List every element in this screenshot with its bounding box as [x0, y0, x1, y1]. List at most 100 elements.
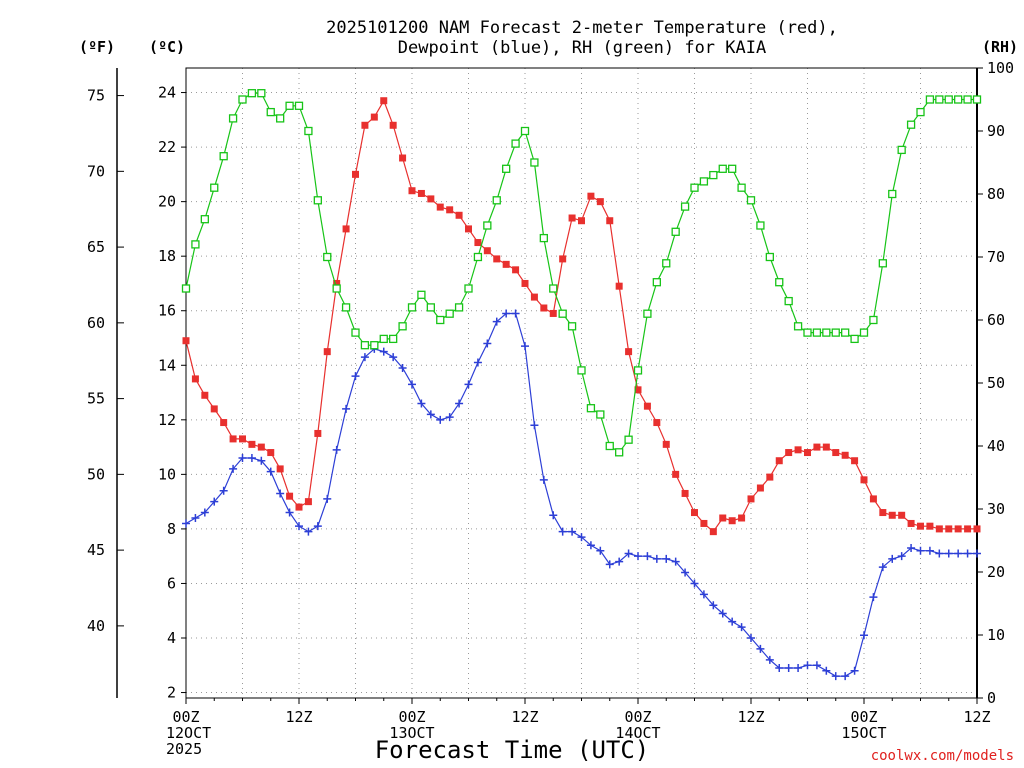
dewpoint-point: [426, 410, 435, 419]
rh-point: [972, 95, 982, 104]
rh-tick-label: 80: [987, 185, 1005, 203]
rh-point: [831, 328, 840, 337]
dewpoint-point: [455, 399, 464, 408]
2-meter-temperature-point: [681, 489, 689, 497]
rh-tick-label: 90: [987, 122, 1005, 140]
dewpoint-point: [247, 454, 256, 462]
dewpoint-point: [775, 664, 784, 672]
2-meter-temperature-point: [869, 495, 877, 503]
rh-point: [228, 114, 238, 123]
dewpoint-point: [577, 533, 586, 542]
dewpoint-point: [935, 549, 944, 558]
dewpoint-point: [596, 546, 605, 555]
dewpoint-point: [323, 494, 332, 503]
rh-point: [285, 101, 294, 110]
rh-point: [793, 322, 803, 331]
rh-point: [954, 95, 963, 104]
dewpoint-point: [681, 568, 690, 577]
x-tick-label: 12OCT: [166, 724, 211, 742]
rh-point: [775, 278, 784, 287]
rh-point: [699, 177, 709, 186]
dewpoint-point: [954, 549, 963, 558]
2-meter-temperature-line: [185, 99, 977, 533]
x-tick-label: 00Z: [172, 708, 199, 726]
dewpoint-point: [944, 549, 953, 558]
dewpoint-point: [436, 415, 445, 424]
2-meter-temperature-point: [625, 348, 633, 356]
2-meter-temperature-point: [408, 187, 416, 195]
rh-point: [878, 259, 887, 268]
dewpoint-point: [963, 549, 972, 558]
dewpoint-point: [313, 522, 322, 531]
2-meter-temperature-point: [935, 525, 943, 533]
dewpoint-point: [219, 486, 228, 495]
2-meter-temperature-point: [295, 503, 303, 511]
dewpoint-point: [473, 358, 482, 367]
dewpoint-point: [295, 522, 303, 531]
rh-point: [709, 170, 718, 180]
rh-point: [502, 164, 511, 173]
2-meter-temperature-point: [201, 391, 209, 399]
2-meter-temperature-point: [248, 440, 256, 448]
rh-point: [436, 315, 445, 325]
rh-tick-label: 60: [987, 311, 1005, 329]
rh-point: [473, 252, 483, 262]
rh-point: [916, 107, 925, 117]
2-meter-temperature-point: [615, 282, 623, 290]
rh-point: [313, 196, 322, 205]
rh-point: [671, 227, 680, 236]
rh-point: [680, 202, 690, 211]
celsius-tick-label: 22: [158, 138, 176, 156]
2-meter-temperature-point: [182, 337, 190, 345]
dewpoint-point: [925, 546, 934, 555]
celsius-tick-label: 20: [158, 193, 176, 211]
dewpoint-point: [841, 672, 850, 681]
2-meter-temperature-point: [813, 443, 821, 451]
rh-point: [238, 95, 247, 104]
2-meter-temperature-point: [549, 309, 557, 317]
2-meter-temperature-series: [182, 97, 981, 536]
dewpoint-point: [342, 404, 351, 413]
2-meter-temperature-point: [493, 255, 501, 263]
2-meter-temperature-point: [662, 440, 670, 448]
2-meter-temperature-point: [643, 402, 651, 410]
dewpoint-point: [878, 563, 887, 572]
rh-point: [746, 196, 756, 205]
rh-point: [888, 189, 897, 199]
rh-tick-label: 70: [987, 248, 1005, 266]
rh-tick-label: 40: [987, 437, 1005, 455]
x-tick-label: 15OCT: [841, 724, 886, 742]
dewpoint-point: [492, 317, 501, 326]
fahrenheit-unit-label: (ºF): [79, 38, 115, 56]
dewpoint-point: [389, 353, 398, 362]
dewpoint-point: [690, 579, 699, 588]
2-meter-temperature-point: [568, 214, 576, 222]
2-meter-temperature-point: [954, 525, 962, 533]
rh-point: [633, 366, 643, 375]
2-meter-temperature-point: [606, 217, 614, 225]
rh-point: [539, 233, 548, 243]
rh-tick-label: 50: [987, 374, 1005, 392]
2-meter-temperature-point: [427, 195, 435, 203]
celsius-tick-label: 24: [158, 84, 176, 102]
rh-point: [558, 309, 567, 318]
2-meter-temperature-point: [926, 522, 934, 530]
dewpoint-point: [709, 601, 718, 610]
dewpoint-point: [408, 380, 416, 389]
2-meter-temperature-point: [540, 304, 548, 312]
rh-series: [181, 89, 982, 457]
2-meter-temperature-point: [596, 198, 604, 206]
2-meter-temperature-point: [738, 514, 746, 522]
2-meter-temperature-point: [898, 511, 906, 519]
dewpoint-point: [765, 655, 774, 664]
rh-point: [549, 284, 558, 293]
2-meter-temperature-point: [333, 279, 341, 287]
rh-point: [210, 183, 219, 192]
rh-tick-label: 0: [987, 689, 996, 707]
dewpoint-point: [756, 644, 765, 653]
dewpoint-point: [860, 631, 868, 640]
celsius-tick-label: 10: [158, 465, 176, 483]
2-meter-temperature-point: [728, 517, 736, 525]
x-tick-label: 14OCT: [615, 724, 660, 742]
data-series: [181, 89, 982, 681]
